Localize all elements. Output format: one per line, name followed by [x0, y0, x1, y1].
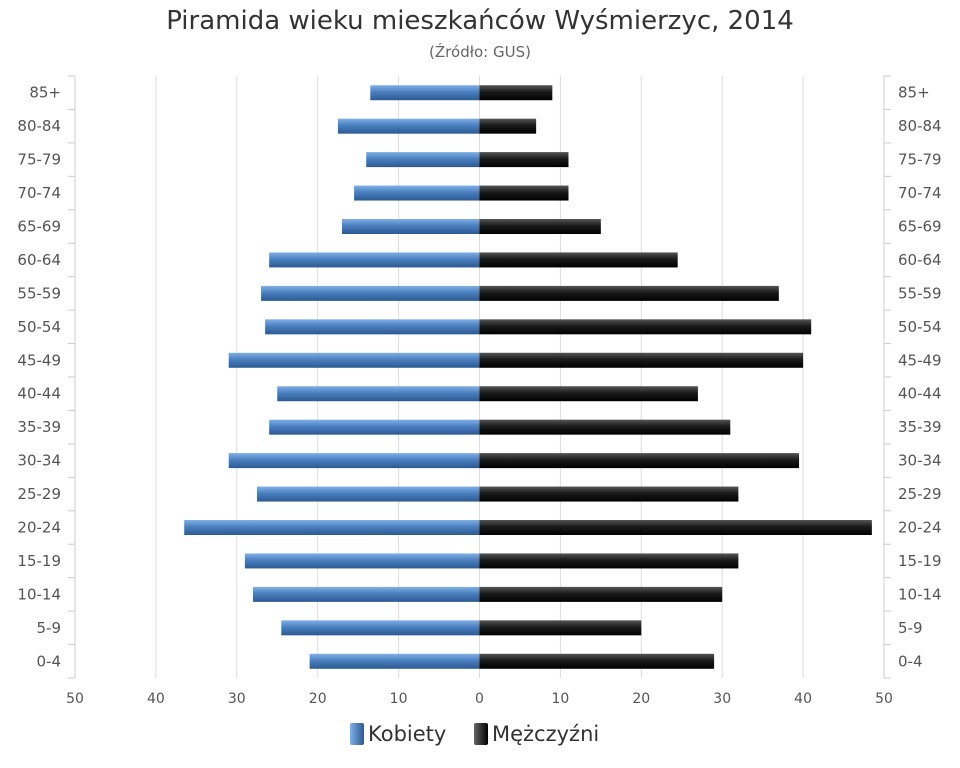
- category-label-right: 80-84: [898, 117, 942, 135]
- bar-mezczyzni: [479, 252, 678, 268]
- bar-kobiety: [309, 653, 480, 669]
- bar-kobiety: [341, 219, 480, 234]
- bar-kobiety: [257, 486, 480, 502]
- category-label-left: 80-84: [17, 117, 61, 135]
- bar-mezczyzni: [479, 453, 800, 469]
- bars-layer: [184, 85, 872, 669]
- category-label-left: 55-59: [17, 284, 61, 302]
- x-tick-label: 0: [475, 691, 484, 707]
- category-label-left: 35-39: [17, 418, 61, 436]
- bar-kobiety: [366, 152, 480, 168]
- legend-swatch-kobiety: [350, 723, 364, 745]
- bar-mezczyzni: [479, 386, 698, 402]
- category-label-right: 85+: [898, 84, 930, 102]
- category-label-right: 20-24: [898, 519, 942, 537]
- category-label-left: 45-49: [17, 351, 61, 369]
- bar-mezczyzni: [479, 553, 739, 569]
- category-label-right: 45-49: [898, 351, 942, 369]
- x-tick-label: 10: [551, 691, 569, 707]
- category-label-left: 75-79: [17, 151, 61, 169]
- category-label-left: 50-54: [17, 318, 61, 336]
- bar-mezczyzni: [479, 352, 804, 368]
- category-label-left: 5-9: [37, 619, 62, 637]
- bar-mezczyzni: [479, 219, 601, 234]
- bar-mezczyzni: [479, 118, 537, 134]
- category-label-right: 40-44: [898, 385, 942, 403]
- category-label-right: 15-19: [898, 552, 942, 570]
- bar-mezczyzni: [479, 586, 723, 602]
- category-label-right: 75-79: [898, 151, 942, 169]
- bar-mezczyzni: [479, 620, 642, 636]
- category-label-left: 65-69: [17, 218, 61, 236]
- category-label-left: 30-34: [17, 452, 61, 470]
- bar-mezczyzni: [479, 319, 812, 335]
- legend-swatch-mezczyzni: [474, 723, 488, 745]
- x-tick-label: 30: [228, 691, 246, 707]
- category-label-right: 0-4: [898, 652, 923, 670]
- category-label-right: 35-39: [898, 418, 942, 436]
- category-label-right: 50-54: [898, 318, 942, 336]
- legend-label-mezczyzni: Mężczyźni: [492, 722, 600, 746]
- x-tick-label: 50: [66, 691, 84, 707]
- x-tick-label: 30: [713, 691, 731, 707]
- x-tick-label: 40: [794, 691, 812, 707]
- bar-kobiety: [370, 85, 480, 101]
- category-label-left: 70-74: [17, 184, 61, 202]
- category-label-left: 15-19: [17, 552, 61, 570]
- bar-mezczyzni: [479, 653, 715, 669]
- category-label-right: 5-9: [898, 619, 923, 637]
- legend-item-kobiety[interactable]: Kobiety: [350, 722, 446, 746]
- bar-mezczyzni: [479, 185, 569, 201]
- category-label-right: 60-64: [898, 251, 942, 269]
- bar-kobiety: [184, 520, 480, 535]
- legend-item-mezczyzni[interactable]: Mężczyźni: [474, 722, 599, 746]
- x-tick-label: 50: [875, 691, 893, 707]
- grid-layer: [68, 75, 891, 679]
- category-label-left: 60-64: [17, 251, 61, 269]
- x-tick-label: 20: [309, 691, 327, 707]
- x-tick-label: 10: [390, 691, 408, 707]
- category-label-left: 20-24: [17, 519, 61, 537]
- bar-kobiety: [337, 118, 480, 134]
- x-tick-label: 40: [147, 691, 165, 707]
- bar-mezczyzni: [479, 419, 731, 435]
- category-label-right: 65-69: [898, 218, 942, 236]
- bar-kobiety: [265, 319, 480, 335]
- bar-kobiety: [244, 553, 480, 569]
- bar-kobiety: [228, 453, 480, 469]
- category-label-right: 55-59: [898, 284, 942, 302]
- bar-kobiety: [228, 352, 480, 368]
- legend: Kobiety Mężczyźni: [0, 722, 960, 752]
- category-label-left: 10-14: [17, 585, 61, 603]
- category-label-left: 25-29: [17, 485, 61, 503]
- category-label-left: 40-44: [17, 385, 61, 403]
- bar-kobiety: [281, 620, 480, 636]
- bar-mezczyzni: [479, 486, 739, 502]
- category-label-right: 30-34: [898, 452, 942, 470]
- bar-kobiety: [269, 419, 480, 435]
- category-label-right: 70-74: [898, 184, 942, 202]
- bar-mezczyzni: [479, 152, 569, 168]
- bar-kobiety: [277, 386, 480, 402]
- bar-kobiety: [269, 252, 480, 268]
- bar-kobiety: [261, 285, 480, 301]
- labels-layer: 50 40 30 20 10 0 10 20 30 40 50 85+ 85+ 80-84 80-84 75-…: [17, 84, 941, 707]
- category-label-right: 10-14: [898, 585, 942, 603]
- bar-mezczyzni: [479, 520, 872, 535]
- bar-kobiety: [354, 185, 480, 201]
- x-tick-label: 20: [632, 691, 650, 707]
- bar-mezczyzni: [479, 285, 779, 301]
- bar-mezczyzni: [479, 85, 553, 101]
- category-label-left: 0-4: [37, 652, 62, 670]
- category-label-right: 25-29: [898, 485, 942, 503]
- legend-label-kobiety: Kobiety: [368, 722, 447, 746]
- bar-kobiety: [252, 586, 480, 602]
- category-label-left: 85+: [29, 84, 61, 102]
- chart-title: Piramida wieku mieszkańców Wyśmierzyc, 2…: [166, 6, 794, 36]
- chart-subtitle: (Źródło: GUS): [429, 43, 531, 61]
